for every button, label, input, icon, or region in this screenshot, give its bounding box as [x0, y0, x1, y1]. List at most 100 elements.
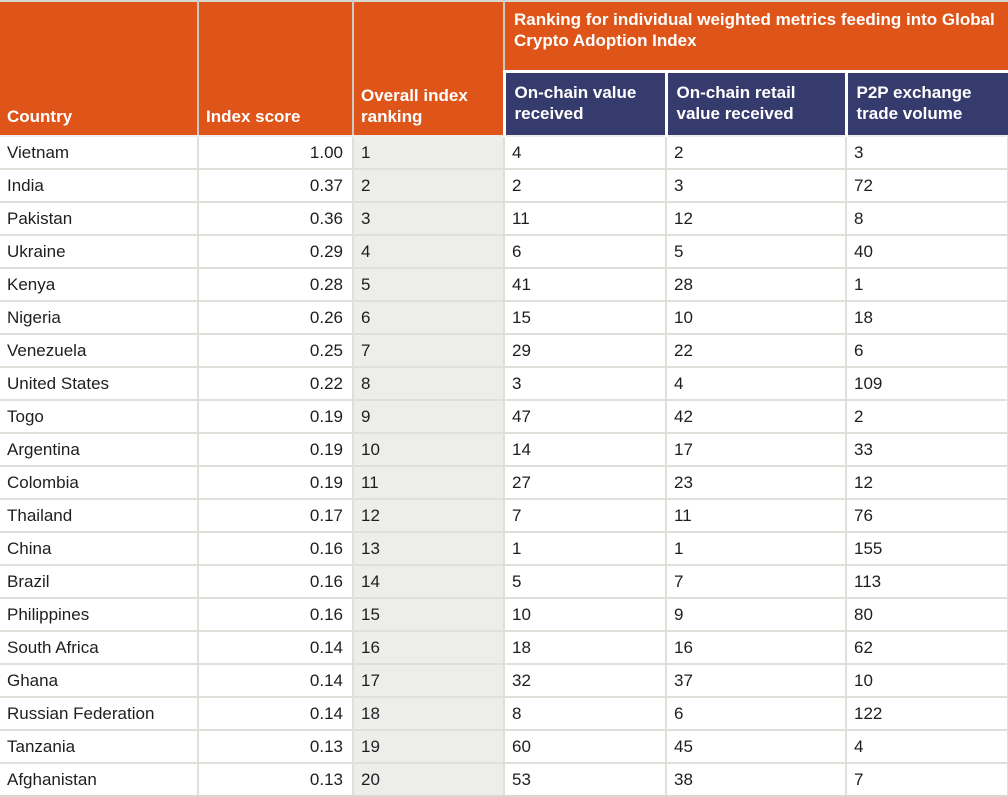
cell-index-score: 0.16: [198, 532, 354, 566]
cell-overall-ranking: 18: [353, 697, 505, 731]
cell-index-score: 1.00: [198, 136, 354, 170]
cell-index-score: 0.14: [198, 664, 354, 698]
cell-on-chain-retail: 12: [666, 202, 847, 236]
cell-p2p-volume: 72: [846, 169, 1008, 203]
cell-p2p-volume: 3: [846, 136, 1008, 170]
table-row: Ghana 0.14 17 32 37 10: [0, 664, 1008, 698]
cell-on-chain-retail: 5: [666, 235, 847, 269]
cell-index-score: 0.16: [198, 598, 354, 632]
cell-index-score: 0.25: [198, 334, 354, 368]
cell-country: Philippines: [0, 598, 199, 632]
column-header-index-score: Index score: [198, 0, 354, 137]
header-row-banner: Country Index score Overall index rankin…: [0, 0, 1008, 137]
table-row: South Africa 0.14 16 18 16 62: [0, 631, 1008, 665]
cell-on-chain-value: 27: [504, 466, 667, 500]
cell-index-score: 0.29: [198, 235, 354, 269]
cell-p2p-volume: 8: [846, 202, 1008, 236]
cell-country: Vietnam: [0, 136, 199, 170]
table-row: Russian Federation 0.14 18 8 6 122: [0, 697, 1008, 731]
cell-p2p-volume: 12: [846, 466, 1008, 500]
cell-on-chain-retail: 17: [666, 433, 847, 467]
table-row: Nigeria 0.26 6 15 10 18: [0, 301, 1008, 335]
table-row: Kenya 0.28 5 41 28 1: [0, 268, 1008, 302]
cell-index-score: 0.19: [198, 400, 354, 434]
cell-on-chain-value: 3: [504, 367, 667, 401]
table-row: Togo 0.19 9 47 42 2: [0, 400, 1008, 434]
table-row: Vietnam 1.00 1 4 2 3: [0, 136, 1008, 170]
cell-index-score: 0.28: [198, 268, 354, 302]
cell-overall-ranking: 11: [353, 466, 505, 500]
cell-country: Nigeria: [0, 301, 199, 335]
cell-overall-ranking: 3: [353, 202, 505, 236]
cell-index-score: 0.16: [198, 565, 354, 599]
cell-on-chain-retail: 22: [666, 334, 847, 368]
cell-country: Brazil: [0, 565, 199, 599]
cell-on-chain-retail: 11: [666, 499, 847, 533]
cell-country: Tanzania: [0, 730, 199, 764]
table-row: Ukraine 0.29 4 6 5 40: [0, 235, 1008, 269]
cell-overall-ranking: 17: [353, 664, 505, 698]
table-row: Philippines 0.16 15 10 9 80: [0, 598, 1008, 632]
cell-country: South Africa: [0, 631, 199, 665]
cell-on-chain-value: 32: [504, 664, 667, 698]
cell-on-chain-value: 7: [504, 499, 667, 533]
cell-on-chain-value: 1: [504, 532, 667, 566]
cell-p2p-volume: 33: [846, 433, 1008, 467]
cell-p2p-volume: 80: [846, 598, 1008, 632]
column-header-p2p-volume: P2P exchange trade volume: [844, 71, 1008, 137]
cell-country: Thailand: [0, 499, 199, 533]
header-row-metrics: On-chain value received On-chain retail …: [0, 71, 1008, 137]
column-header-on-chain-retail: On-chain retail value received: [664, 71, 846, 137]
cell-overall-ranking: 13: [353, 532, 505, 566]
table-row: Afghanistan 0.13 20 53 38 7: [0, 763, 1008, 797]
cell-p2p-volume: 40: [846, 235, 1008, 269]
cell-on-chain-value: 4: [504, 136, 667, 170]
cell-country: India: [0, 169, 199, 203]
cell-overall-ranking: 16: [353, 631, 505, 665]
cell-index-score: 0.14: [198, 631, 354, 665]
cell-on-chain-value: 2: [504, 169, 667, 203]
cell-on-chain-retail: 28: [666, 268, 847, 302]
table-row: Pakistan 0.36 3 11 12 8: [0, 202, 1008, 236]
cell-p2p-volume: 10: [846, 664, 1008, 698]
cell-overall-ranking: 9: [353, 400, 505, 434]
cell-country: China: [0, 532, 199, 566]
cell-index-score: 0.26: [198, 301, 354, 335]
cell-index-score: 0.17: [198, 499, 354, 533]
cell-on-chain-value: 6: [504, 235, 667, 269]
table-row: Thailand 0.17 12 7 11 76: [0, 499, 1008, 533]
cell-on-chain-value: 8: [504, 697, 667, 731]
cell-on-chain-retail: 42: [666, 400, 847, 434]
table-row: Venezuela 0.25 7 29 22 6: [0, 334, 1008, 368]
cell-on-chain-value: 5: [504, 565, 667, 599]
cell-overall-ranking: 14: [353, 565, 505, 599]
table-row: United States 0.22 8 3 4 109: [0, 367, 1008, 401]
cell-overall-ranking: 2: [353, 169, 505, 203]
cell-p2p-volume: 18: [846, 301, 1008, 335]
cell-overall-ranking: 4: [353, 235, 505, 269]
cell-p2p-volume: 76: [846, 499, 1008, 533]
cell-p2p-volume: 122: [846, 697, 1008, 731]
cell-on-chain-retail: 9: [666, 598, 847, 632]
cell-p2p-volume: 7: [846, 763, 1008, 797]
cell-p2p-volume: 1: [846, 268, 1008, 302]
cell-country: Venezuela: [0, 334, 199, 368]
cell-country: Ghana: [0, 664, 199, 698]
cell-p2p-volume: 2: [846, 400, 1008, 434]
cell-p2p-volume: 155: [846, 532, 1008, 566]
cell-on-chain-value: 18: [504, 631, 667, 665]
cell-p2p-volume: 113: [846, 565, 1008, 599]
cell-overall-ranking: 12: [353, 499, 505, 533]
cell-overall-ranking: 5: [353, 268, 505, 302]
cell-overall-ranking: 10: [353, 433, 505, 467]
cell-on-chain-retail: 38: [666, 763, 847, 797]
cell-p2p-volume: 4: [846, 730, 1008, 764]
cell-index-score: 0.19: [198, 466, 354, 500]
cell-on-chain-retail: 1: [666, 532, 847, 566]
cell-index-score: 0.14: [198, 697, 354, 731]
cell-overall-ranking: 7: [353, 334, 505, 368]
cell-on-chain-retail: 16: [666, 631, 847, 665]
cell-on-chain-retail: 23: [666, 466, 847, 500]
cell-on-chain-value: 15: [504, 301, 667, 335]
